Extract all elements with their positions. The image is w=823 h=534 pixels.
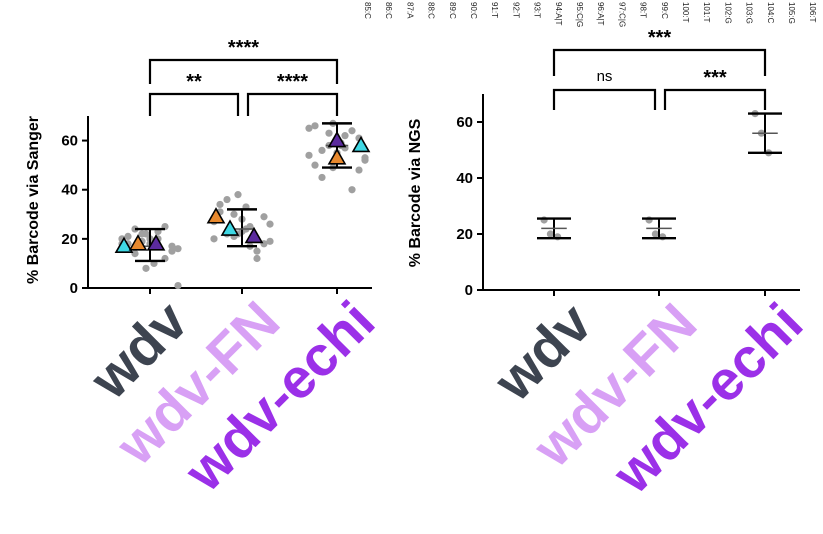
- data-point: [341, 132, 349, 140]
- significance-label: **: [186, 71, 202, 93]
- significance-bracket: [663, 88, 767, 110]
- data-point: [318, 173, 326, 182]
- header-label: 95:C|G: [575, 2, 584, 27]
- data-point: [174, 281, 182, 290]
- replicate-mean-triangle: [114, 236, 134, 254]
- y-tick-label: 20: [456, 226, 473, 243]
- y-axis-label: % Barcode via NGS: [407, 118, 424, 267]
- significance-bracket: [148, 58, 339, 84]
- significance-label: ns: [597, 68, 613, 85]
- header-label: 90:C: [469, 2, 478, 19]
- header-label: 92:T: [511, 2, 520, 18]
- header-label: 94:A|T: [554, 2, 563, 26]
- y-tick-label: 0: [70, 280, 78, 297]
- data-point: [348, 127, 356, 135]
- significance-bracket: [552, 88, 657, 110]
- y-tick-label: 60: [61, 133, 78, 150]
- significance-label: ***: [703, 67, 727, 89]
- header-label: 88:C: [427, 2, 436, 19]
- header-label: 85:C: [363, 2, 372, 19]
- header-label: 99:C: [660, 2, 669, 19]
- significance-bracket: [552, 48, 767, 76]
- header-label: 93:T: [533, 2, 542, 18]
- replicate-mean-triangle: [146, 234, 166, 251]
- y-tick-label: 40: [61, 182, 78, 199]
- replicate-mean-triangle: [220, 219, 240, 236]
- header-label: 98:T: [639, 2, 648, 18]
- header-label: 86:C: [384, 2, 393, 19]
- sequence-header-strip: 85:C 86:C 87:A 88:C 89:C 90:C 91:T 92:T 93:T 94:A…: [363, 2, 817, 27]
- data-point: [355, 166, 363, 174]
- header-label: 105:G: [787, 2, 796, 24]
- header-label: 101:T: [702, 2, 711, 23]
- header-label: 103:G: [745, 2, 754, 24]
- replicate-mean-triangle: [351, 135, 371, 153]
- data-point: [142, 264, 150, 272]
- data-point: [124, 232, 132, 240]
- replicate-mean-triangle: [128, 234, 148, 251]
- header-label: 97:C|G: [617, 2, 626, 27]
- data-point: [266, 237, 274, 245]
- significance-label: ***: [648, 27, 672, 49]
- header-label: 96:A|T: [596, 2, 605, 26]
- data-point: [168, 242, 176, 250]
- header-label: 106:T: [808, 2, 817, 23]
- data-point: [216, 200, 224, 209]
- data-point: [253, 254, 261, 263]
- replicate-mean-triangle: [327, 148, 347, 165]
- data-point: [223, 195, 231, 204]
- y-tick-label: 40: [456, 170, 473, 187]
- header-label: 102:G: [723, 2, 732, 24]
- replicate-mean-triangle: [244, 226, 264, 244]
- replicate-mean-triangle: [327, 130, 347, 148]
- data-point: [142, 230, 150, 238]
- data-point: [210, 235, 218, 243]
- data-point: [325, 129, 333, 137]
- header-label: 100:T: [681, 2, 690, 23]
- significance-bracket: [246, 92, 339, 116]
- data-point: [651, 230, 660, 238]
- data-point: [230, 210, 238, 218]
- header-label: 91:T: [490, 2, 499, 18]
- replicate-mean-triangle: [206, 207, 226, 224]
- y-tick-label: 20: [61, 231, 78, 248]
- significance-label: ****: [228, 37, 259, 59]
- header-label: 104:C: [766, 2, 775, 24]
- significance-label: ****: [277, 71, 308, 93]
- data-point: [305, 124, 313, 132]
- significance-bracket: [148, 92, 240, 116]
- data-point: [311, 161, 319, 169]
- data-point: [361, 154, 369, 162]
- data-point: [305, 151, 313, 159]
- data-point: [348, 186, 356, 194]
- data-point: [318, 146, 326, 154]
- data-point: [131, 250, 139, 258]
- data-point: [311, 122, 319, 130]
- data-point: [174, 245, 182, 253]
- data-point: [266, 220, 274, 228]
- header-label: 87:A: [405, 2, 414, 19]
- data-point: [253, 247, 261, 255]
- y-tick-label: 0: [465, 282, 473, 299]
- data-point: [260, 213, 268, 221]
- y-axis-label: % Barcode via Sanger: [25, 116, 42, 284]
- y-tick-label: 60: [456, 114, 473, 131]
- data-point: [546, 230, 555, 238]
- header-label: 89:C: [448, 2, 457, 19]
- data-point: [234, 191, 242, 199]
